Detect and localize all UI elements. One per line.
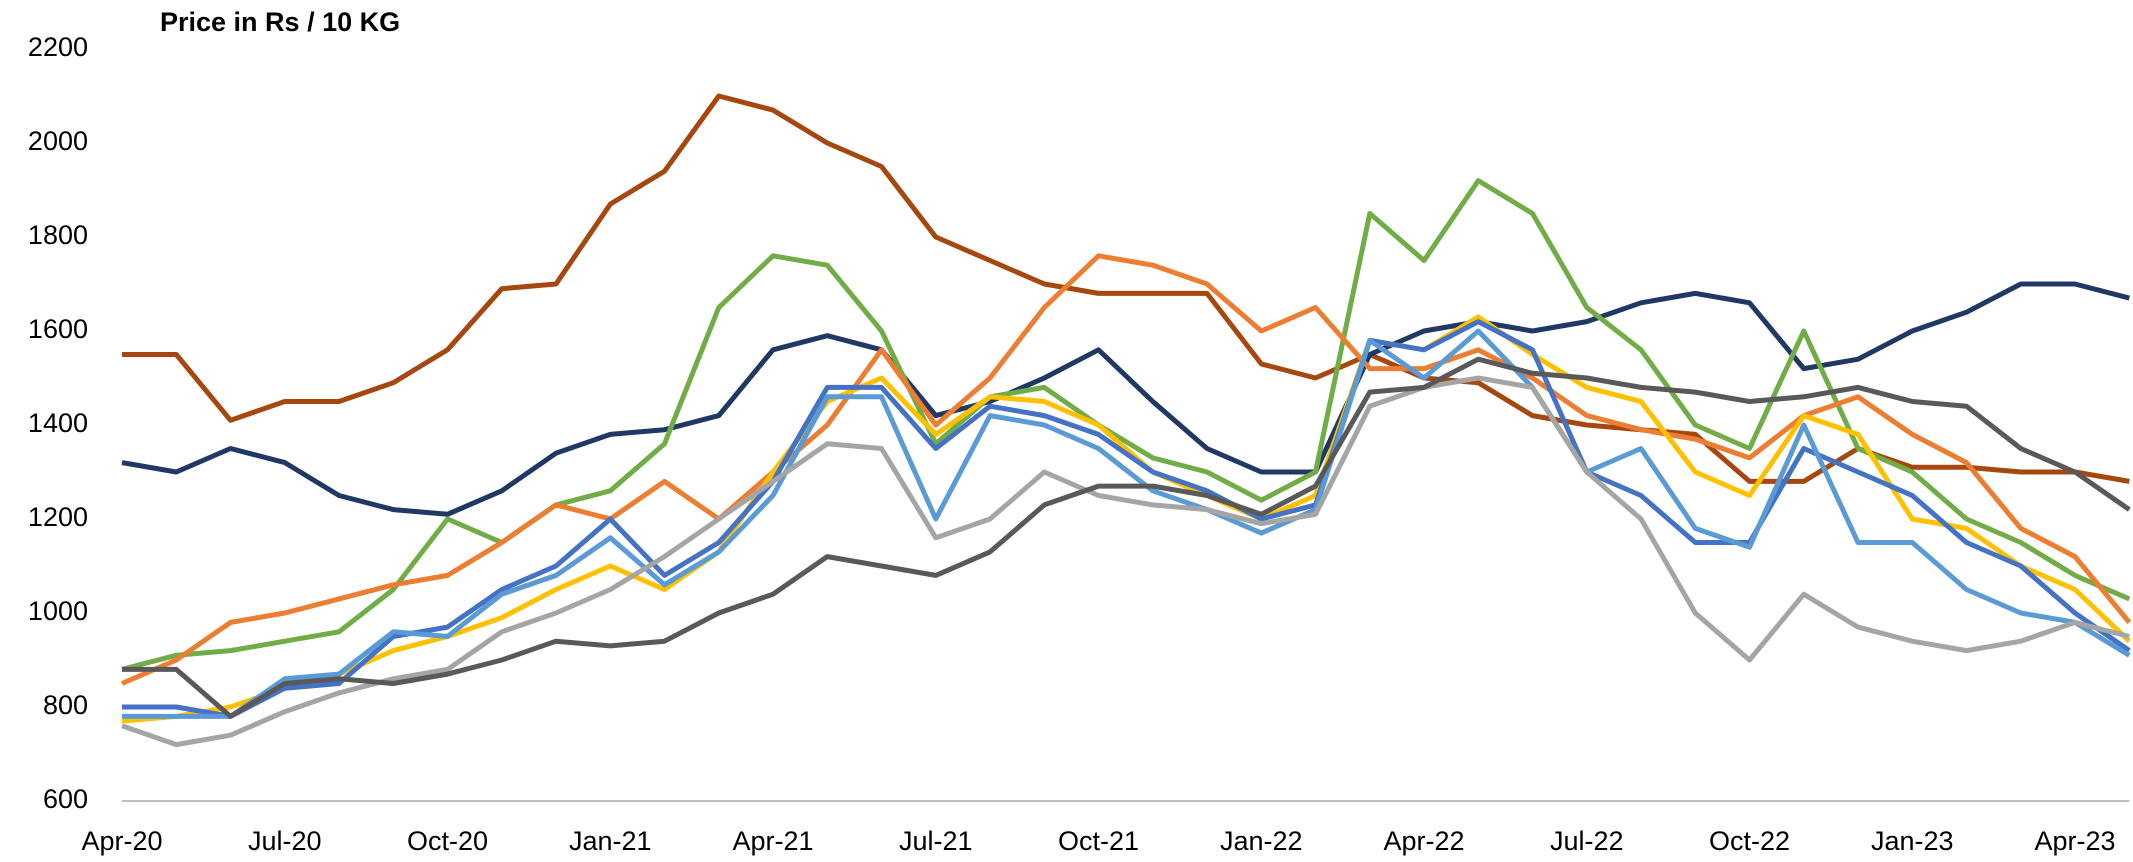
series-line (122, 93, 2130, 484)
x-tick-label: Apr-20 (81, 826, 162, 856)
x-tick-label: Oct-22 (1709, 826, 1790, 856)
series-line (121, 253, 2132, 686)
y-tick-label: 1800 (28, 220, 88, 250)
x-tick-label: Apr-23 (2034, 826, 2115, 856)
y-tick-label: 600 (43, 784, 88, 814)
chart-title: Price in Rs / 10 KG (160, 7, 400, 37)
x-tick-label: Jul-20 (248, 826, 322, 856)
y-tick-label: 1000 (28, 596, 88, 626)
x-tick-label: Apr-22 (1383, 826, 1464, 856)
series-line (122, 356, 2131, 719)
y-tick-label: 1400 (28, 408, 88, 438)
series-line (121, 375, 2130, 748)
x-tick-label: Jan-22 (1220, 826, 1303, 856)
series-line (122, 319, 2131, 719)
x-tick-label: Jan-23 (1871, 826, 1954, 856)
x-tick-label: Jul-21 (899, 826, 973, 856)
y-tick-label: 1600 (28, 314, 88, 344)
y-tick-label: 2000 (28, 126, 88, 156)
x-tick-label: Oct-20 (407, 826, 488, 856)
series-line (122, 328, 2131, 719)
y-tick-label: 800 (43, 690, 88, 720)
y-tick-label: 1200 (28, 502, 88, 532)
x-tick-label: Jan-21 (569, 826, 652, 856)
series-line (121, 314, 2132, 724)
x-tick-label: Oct-21 (1058, 826, 1139, 856)
x-tick-label: Jul-22 (1550, 826, 1624, 856)
series-line (121, 281, 2130, 517)
series-line (121, 178, 2131, 672)
x-tick-label: Apr-21 (732, 826, 813, 856)
y-tick-label: 2200 (28, 32, 88, 62)
